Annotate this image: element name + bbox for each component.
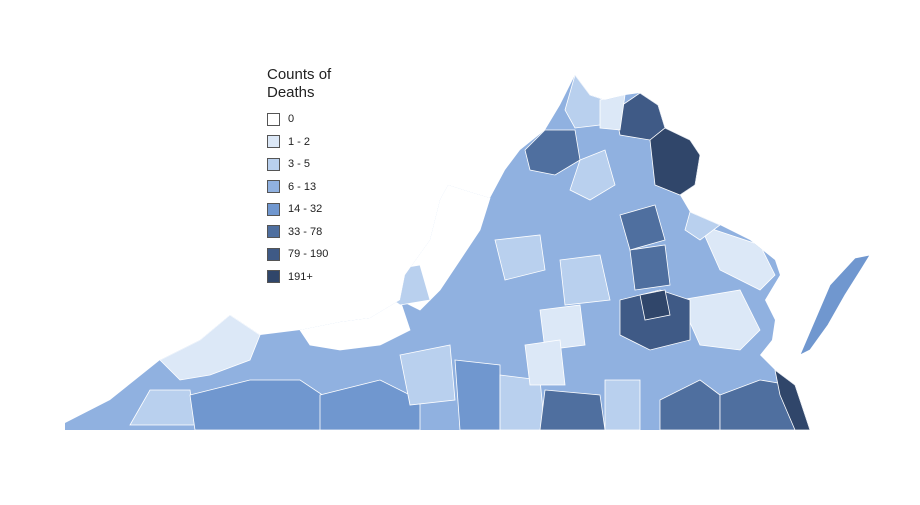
legend-item: 0 [267, 108, 357, 131]
legend-item: 3 - 5 [267, 153, 357, 176]
county [684, 211, 721, 241]
county [129, 389, 196, 426]
county [629, 244, 671, 291]
county [679, 289, 761, 351]
legend-label: 79 - 190 [288, 248, 329, 261]
county [559, 254, 611, 306]
county [524, 339, 566, 386]
legend-item: 33 - 78 [267, 221, 357, 244]
county [639, 289, 671, 321]
county [649, 127, 701, 196]
eastern-shore [799, 254, 871, 356]
legend-label: 33 - 78 [288, 225, 323, 238]
legend-item: 79 - 190 [267, 243, 357, 266]
legend-swatch [267, 202, 280, 216]
county [399, 344, 456, 406]
legend-item: 1 - 2 [267, 131, 357, 154]
legend-label: 1 - 2 [288, 135, 311, 148]
legend-label: 191+ [288, 270, 313, 283]
legend-item: 6 - 13 [267, 176, 357, 199]
county [564, 75, 606, 129]
legend-label: 14 - 32 [288, 203, 323, 216]
legend-swatch [267, 247, 280, 261]
counties [65, 75, 810, 430]
legend: Counts of Deaths 0 1 - 2 3 - 5 6 - 13 14 - 3… [267, 66, 357, 288]
county [569, 149, 616, 201]
legend-items: 0 1 - 2 3 - 5 6 - 13 14 - 32 33 - 78 79 - 190 1… [267, 108, 357, 288]
legend-label: 3 - 5 [288, 158, 311, 171]
county [699, 224, 776, 291]
county [619, 204, 666, 251]
legend-swatch [267, 270, 280, 284]
county [494, 234, 546, 281]
legend-swatch [267, 157, 280, 171]
legend-label: 6 - 13 [288, 180, 317, 193]
legend-item: 191+ [267, 266, 357, 289]
legend-swatch [267, 225, 280, 239]
legend-swatch [267, 135, 280, 149]
legend-swatch [267, 180, 280, 194]
county [454, 359, 501, 430]
county [319, 379, 421, 430]
legend-title: Counts of Deaths [267, 66, 332, 101]
legend-label: 0 [288, 113, 295, 126]
legend-item: 14 - 32 [267, 198, 357, 221]
legend-swatch [267, 112, 280, 126]
county [539, 389, 606, 430]
county [539, 304, 586, 351]
county [604, 379, 641, 430]
county [499, 374, 546, 430]
county [619, 289, 691, 351]
county [159, 314, 261, 381]
